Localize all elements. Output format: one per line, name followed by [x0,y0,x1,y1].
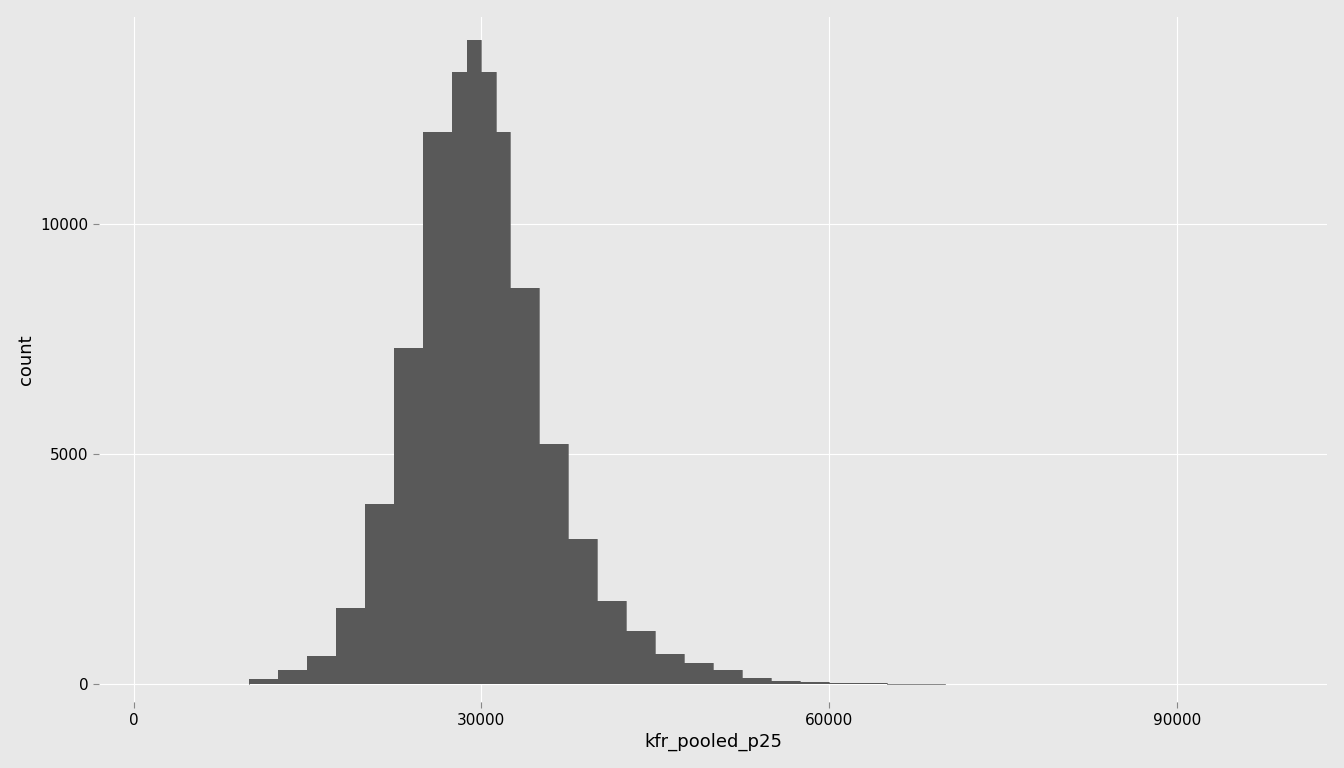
X-axis label: kfr_pooled_p25: kfr_pooled_p25 [644,733,782,751]
Y-axis label: count: count [16,334,35,385]
